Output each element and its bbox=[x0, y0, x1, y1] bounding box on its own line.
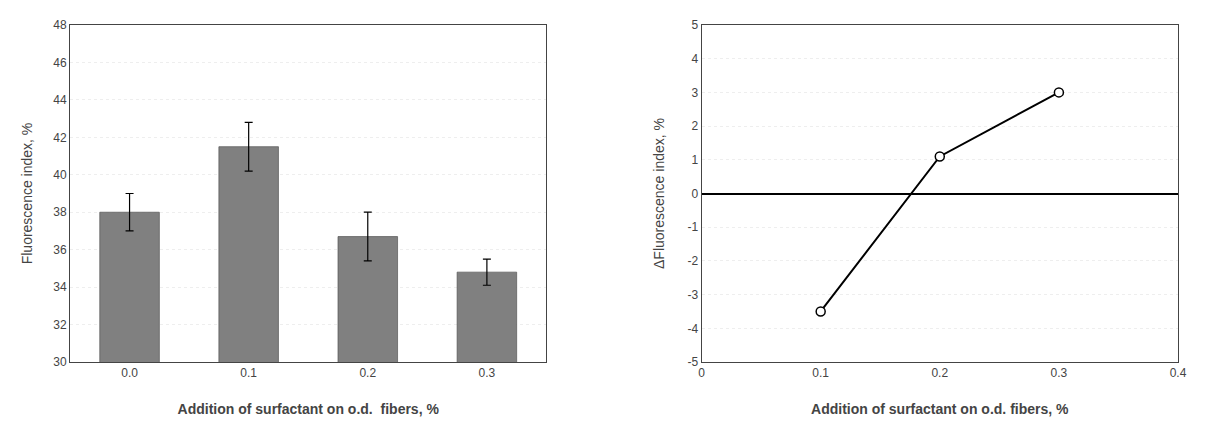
svg-text:-5: -5 bbox=[687, 355, 698, 369]
svg-text:ΔFluorescence index, %: ΔFluorescence index, % bbox=[651, 118, 667, 269]
svg-text:Fluorescence index, %: Fluorescence index, % bbox=[19, 123, 35, 265]
svg-text:3: 3 bbox=[691, 86, 698, 100]
svg-text:30: 30 bbox=[53, 355, 67, 369]
svg-text:0.4: 0.4 bbox=[1170, 366, 1187, 380]
svg-text:34: 34 bbox=[53, 280, 67, 294]
svg-text:0.3: 0.3 bbox=[479, 366, 496, 380]
svg-text:0.0: 0.0 bbox=[121, 366, 138, 380]
svg-text:-1: -1 bbox=[687, 220, 698, 234]
svg-text:4: 4 bbox=[691, 52, 698, 66]
svg-text:-2: -2 bbox=[687, 254, 698, 268]
svg-text:32: 32 bbox=[53, 318, 67, 332]
svg-text:Addition of surfactant on o.d.: Addition of surfactant on o.d. fibers, % bbox=[811, 401, 1069, 417]
svg-text:40: 40 bbox=[53, 168, 67, 182]
svg-text:0.2: 0.2 bbox=[359, 366, 376, 380]
svg-text:Addition of surfactant on o.d.: Addition of surfactant on o.d. fibers, % bbox=[178, 401, 440, 417]
svg-text:46: 46 bbox=[53, 56, 67, 70]
svg-text:0.1: 0.1 bbox=[812, 366, 829, 380]
svg-text:44: 44 bbox=[53, 93, 67, 107]
svg-text:2: 2 bbox=[691, 119, 698, 133]
svg-text:-3: -3 bbox=[687, 288, 698, 302]
svg-text:0.1: 0.1 bbox=[240, 366, 257, 380]
svg-text:0.2: 0.2 bbox=[931, 366, 948, 380]
svg-text:0.3: 0.3 bbox=[1051, 366, 1068, 380]
svg-text:38: 38 bbox=[53, 205, 67, 219]
svg-text:36: 36 bbox=[53, 243, 67, 257]
svg-text:0: 0 bbox=[691, 187, 698, 201]
svg-text:1: 1 bbox=[691, 153, 698, 167]
svg-text:42: 42 bbox=[53, 131, 67, 145]
svg-text:48: 48 bbox=[53, 18, 67, 32]
svg-text:0: 0 bbox=[698, 366, 705, 380]
svg-text:5: 5 bbox=[691, 18, 698, 32]
svg-text:-4: -4 bbox=[687, 322, 698, 336]
